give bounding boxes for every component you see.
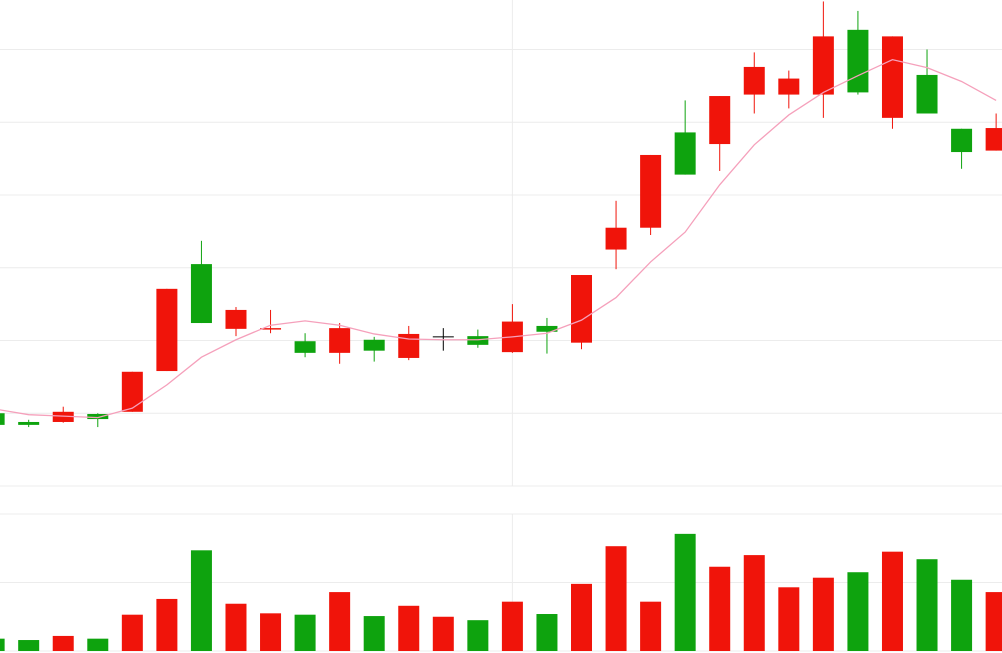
candle-body (18, 421, 40, 425)
candle-body (52, 411, 74, 422)
candle-body (260, 328, 282, 330)
volume-bar (985, 592, 1002, 651)
volume-bar (536, 614, 558, 651)
candle-body (674, 132, 696, 175)
candle-body (87, 413, 109, 420)
candle-body (121, 371, 143, 412)
volume-bar (951, 579, 973, 651)
volume-bar (52, 635, 74, 651)
candle-body (605, 227, 627, 250)
volume-bar (87, 638, 109, 651)
volume-bar (121, 614, 143, 651)
volume-bar (709, 566, 731, 651)
volume-bar (260, 613, 282, 651)
candle-body (329, 328, 351, 353)
candle-body (709, 96, 731, 145)
candle-body (881, 36, 903, 118)
volume-bar (467, 620, 489, 651)
candle-body (398, 333, 420, 358)
candle-body (778, 78, 800, 95)
volume-bar (18, 640, 40, 651)
candle-body (812, 36, 834, 95)
volume-bar (225, 603, 247, 651)
candle-body (0, 413, 5, 425)
candle-body (916, 74, 938, 114)
volume-bar (743, 555, 765, 651)
candle-body (640, 154, 662, 228)
candle-body (847, 29, 869, 93)
volume-bar (812, 577, 834, 651)
candle-body (294, 341, 316, 353)
volume-bar (363, 616, 385, 651)
candle-body (536, 325, 558, 332)
candle-body (571, 275, 593, 343)
volume-bar (847, 572, 869, 651)
candle-body (225, 309, 247, 329)
moving-average-line (0, 58, 997, 419)
volume-bar (329, 592, 351, 651)
volume-bar (916, 559, 938, 651)
volume-bar (640, 601, 662, 651)
volume-bar (501, 601, 523, 651)
candle-body (156, 288, 178, 372)
candle-body (363, 339, 385, 351)
volume-bar (881, 551, 903, 651)
volume-bar (571, 583, 593, 651)
candle-body (467, 336, 489, 345)
volume-bar (294, 614, 316, 651)
volume-bar (674, 533, 696, 651)
volume-bar (432, 616, 454, 651)
candle-body (432, 336, 454, 338)
volume-bar (605, 546, 627, 651)
candle-body (985, 128, 1002, 151)
volume-bar (398, 605, 420, 651)
candle-body (951, 128, 973, 153)
volume-bar (0, 638, 5, 651)
volume-bar (156, 598, 178, 651)
volume-bar (778, 587, 800, 651)
candle-body (190, 264, 212, 324)
candle-body (743, 66, 765, 95)
volume-bar (190, 550, 212, 651)
